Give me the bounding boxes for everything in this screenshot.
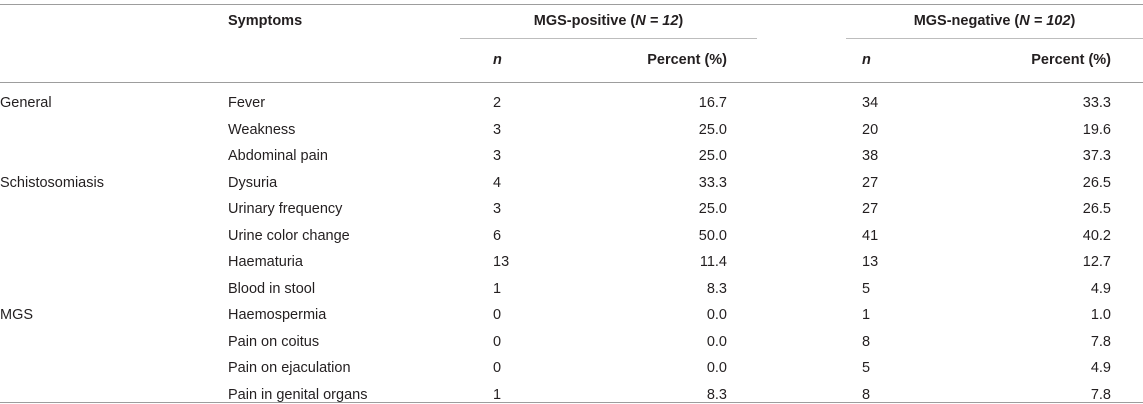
cell-symptom: Haematuria xyxy=(228,254,303,270)
cell-neg-percent: 4.9 xyxy=(1090,360,1111,376)
cell-neg-percent: 40.2 xyxy=(1082,228,1111,244)
cell-neg-percent: 4.9 xyxy=(1090,281,1111,297)
cell-pos-percent: 8.3 xyxy=(706,387,727,403)
mgs-positive-underline xyxy=(460,38,757,39)
cell-pos-n: 13 xyxy=(493,254,510,270)
cell-pos-n: 3 xyxy=(493,122,502,138)
cell-neg-percent: 1.0 xyxy=(1090,307,1111,323)
cell-symptom: Haemospermia xyxy=(228,307,327,323)
header-mgs-negative-close: ) xyxy=(1070,13,1076,29)
header-neg-n: n xyxy=(862,52,871,68)
cell-category: Schistosomiasis xyxy=(0,175,104,191)
header-symptoms: Symptoms xyxy=(228,13,303,29)
cell-neg-n: 13 xyxy=(862,254,879,270)
cell-neg-n: 5 xyxy=(862,281,871,297)
cell-pos-n: 6 xyxy=(493,228,502,244)
header-mgs-negative: MGS-negative (N = 102) xyxy=(846,12,1143,30)
cell-neg-n: 8 xyxy=(862,387,871,403)
cell-neg-percent: 33.3 xyxy=(1082,95,1111,111)
cell-neg-n: 5 xyxy=(862,360,871,376)
header-mgs-negative-label: MGS-negative ( xyxy=(913,13,1020,29)
cell-symptom: Pain on coitus xyxy=(228,334,320,350)
cell-neg-n: 20 xyxy=(862,122,879,138)
cell-pos-n: 3 xyxy=(493,201,502,217)
cell-pos-percent: 25.0 xyxy=(698,122,727,138)
cell-neg-n: 27 xyxy=(862,175,879,191)
header-mgs-positive-close: ) xyxy=(678,13,684,29)
cell-category: MGS xyxy=(0,307,34,323)
cell-neg-n: 27 xyxy=(862,201,879,217)
cell-pos-n: 1 xyxy=(493,281,502,297)
cell-symptom: Fever xyxy=(228,95,266,111)
cell-neg-percent: 7.8 xyxy=(1090,334,1111,350)
cell-pos-n: 0 xyxy=(493,360,502,376)
cell-pos-percent: 33.3 xyxy=(698,175,727,191)
cell-symptom: Urinary frequency xyxy=(228,201,343,217)
cell-neg-percent: 19.6 xyxy=(1082,122,1111,138)
mgs-negative-underline xyxy=(846,38,1143,39)
cell-pos-percent: 0.0 xyxy=(706,334,727,350)
cell-neg-n: 34 xyxy=(862,95,879,111)
cell-neg-n: 1 xyxy=(862,307,871,323)
cell-pos-percent: 8.3 xyxy=(706,281,727,297)
cell-neg-n: 8 xyxy=(862,334,871,350)
header-neg-percent: Percent (%) xyxy=(1031,52,1111,68)
cell-neg-percent: 37.3 xyxy=(1082,148,1111,164)
cell-neg-n: 38 xyxy=(862,148,879,164)
header-mgs-positive-n: N = 12 xyxy=(635,13,679,29)
cell-neg-percent: 7.8 xyxy=(1090,387,1111,403)
table-top-rule xyxy=(0,4,1143,5)
header-pos-n: n xyxy=(493,52,502,68)
header-bottom-rule xyxy=(0,82,1143,83)
cell-symptom: Pain on ejaculation xyxy=(228,360,351,376)
cell-pos-percent: 11.4 xyxy=(699,254,727,270)
cell-pos-n: 1 xyxy=(493,387,502,403)
cell-neg-n: 41 xyxy=(862,228,879,244)
cell-pos-percent: 0.0 xyxy=(706,360,727,376)
cell-pos-n: 2 xyxy=(493,95,502,111)
cell-pos-percent: 16.7 xyxy=(698,95,727,111)
cell-symptom: Blood in stool xyxy=(228,281,316,297)
cell-symptom: Pain in genital organs xyxy=(228,387,368,403)
cell-neg-percent: 12.7 xyxy=(1082,254,1111,270)
cell-pos-percent: 25.0 xyxy=(698,148,727,164)
cell-symptom: Dysuria xyxy=(228,175,278,191)
cell-pos-percent: 25.0 xyxy=(698,201,727,217)
table-bottom-rule xyxy=(0,402,1143,403)
cell-symptom: Urine color change xyxy=(228,228,350,244)
cell-neg-percent: 26.5 xyxy=(1082,175,1111,191)
header-mgs-positive: MGS-positive (N = 12) xyxy=(460,12,757,30)
cell-category: General xyxy=(0,95,52,111)
cell-symptom: Weakness xyxy=(228,122,296,138)
header-mgs-positive-label: MGS-positive ( xyxy=(533,13,636,29)
cell-pos-percent: 50.0 xyxy=(698,228,727,244)
cell-symptom: Abdominal pain xyxy=(228,148,328,164)
cell-pos-n: 0 xyxy=(493,334,502,350)
cell-pos-n: 0 xyxy=(493,307,502,323)
cell-pos-n: 4 xyxy=(493,175,502,191)
header-mgs-negative-n: N = 102 xyxy=(1019,13,1071,29)
cell-neg-percent: 26.5 xyxy=(1082,201,1111,217)
cell-pos-percent: 0.0 xyxy=(706,307,727,323)
header-pos-percent: Percent (%) xyxy=(647,52,727,68)
cell-pos-n: 3 xyxy=(493,148,502,164)
